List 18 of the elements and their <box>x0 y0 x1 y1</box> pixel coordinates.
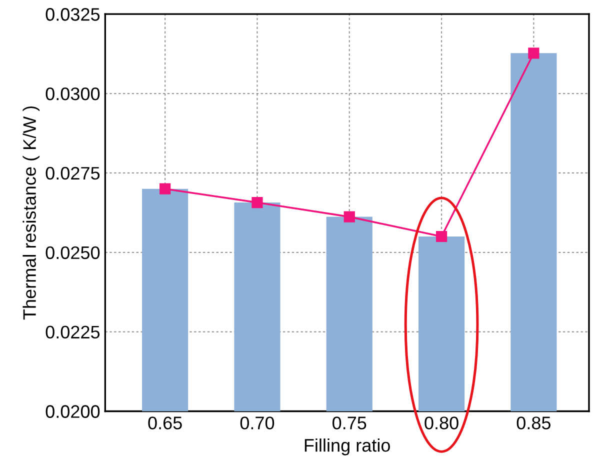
point <box>160 183 171 194</box>
y-tick-label: 0.0300 <box>46 87 100 100</box>
point <box>436 230 448 242</box>
point <box>528 48 540 59</box>
x-tick-label: 0.80 <box>424 416 458 430</box>
x-tick-label: 0.65 <box>148 416 182 430</box>
y-tick-label: 0.0200 <box>46 405 100 418</box>
y-tick-label: 0.0275 <box>46 166 100 180</box>
y-axis-title: Thermal resistance ( K/W ) <box>22 106 40 320</box>
point <box>252 196 263 208</box>
y-tick-label: 0.0250 <box>46 246 100 260</box>
point <box>344 211 355 222</box>
x-tick-label: 0.70 <box>240 416 274 430</box>
y-tick-label: 0.0325 <box>46 8 100 21</box>
y-tick-label: 0.0225 <box>46 326 100 339</box>
x-tick-label: 0.75 <box>332 416 366 430</box>
x-axis-title: Filling ratio <box>304 438 390 456</box>
x-tick-label: 0.85 <box>516 416 551 430</box>
